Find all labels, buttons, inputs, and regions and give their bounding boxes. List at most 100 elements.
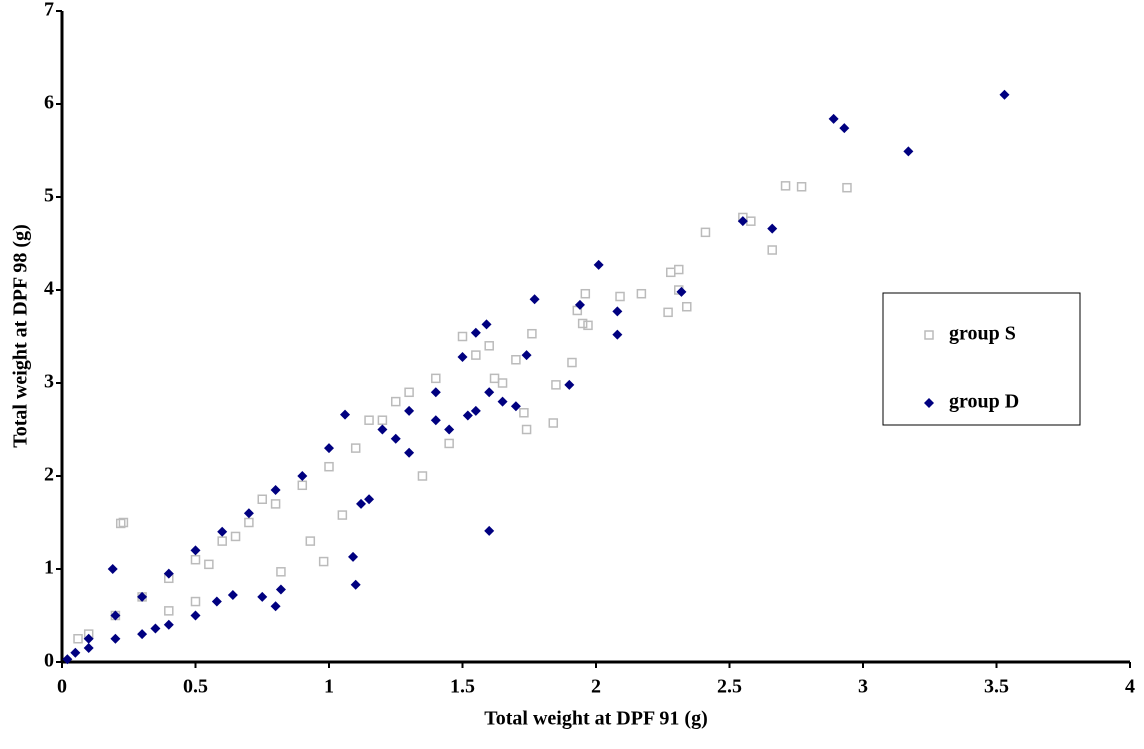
y-tick-label: 0 <box>44 650 54 672</box>
data-point <box>615 291 625 302</box>
data-point <box>484 525 495 536</box>
data-point <box>444 438 454 449</box>
data-point <box>577 318 588 329</box>
data-point <box>115 518 126 529</box>
data-point <box>430 387 441 398</box>
legend-box <box>882 292 1081 426</box>
data-point <box>83 643 94 654</box>
data-point <box>842 182 852 193</box>
data-point <box>484 387 495 398</box>
data-point <box>551 380 561 390</box>
data-point <box>404 405 415 416</box>
data-point <box>548 418 559 428</box>
x-tick-label: 1.5 <box>450 676 475 698</box>
data-point <box>529 294 540 305</box>
data-point <box>270 499 281 509</box>
data-point <box>350 443 361 453</box>
legend-marker <box>924 330 934 340</box>
data-point <box>337 510 348 520</box>
data-point <box>519 408 529 418</box>
data-point <box>275 584 286 595</box>
data-point <box>999 89 1010 100</box>
data-point <box>217 526 228 537</box>
x-axis-label: Total weight at DPF 91 (g) <box>484 708 708 730</box>
data-point <box>244 517 254 528</box>
data-point <box>484 341 494 351</box>
y-tick-label: 2 <box>44 464 54 486</box>
data-point <box>270 601 281 612</box>
data-point <box>404 447 415 458</box>
data-point <box>612 306 623 317</box>
data-point <box>470 327 481 338</box>
y-tick-label: 6 <box>44 92 54 114</box>
x-tick-label: 2 <box>591 676 601 698</box>
data-point <box>276 567 286 577</box>
data-point <box>163 568 174 579</box>
data-point <box>767 245 777 255</box>
data-point <box>356 498 367 509</box>
y-tick-label: 7 <box>44 0 54 21</box>
data-point <box>471 350 481 360</box>
data-point <box>796 182 807 192</box>
data-point <box>497 378 508 388</box>
data-point <box>350 579 361 590</box>
data-point <box>828 113 839 124</box>
data-point <box>390 433 401 444</box>
data-point <box>211 596 222 607</box>
data-point <box>137 629 148 640</box>
data-point <box>510 401 521 412</box>
data-point <box>903 146 914 157</box>
y-tick-label: 5 <box>44 185 54 207</box>
data-point <box>636 288 647 299</box>
data-point <box>489 373 500 384</box>
data-point <box>481 319 492 330</box>
data-point <box>364 494 375 505</box>
data-point <box>190 545 201 556</box>
data-point <box>431 373 441 384</box>
data-point <box>107 564 118 574</box>
data-point <box>564 379 575 390</box>
data-point <box>746 216 756 226</box>
data-point <box>73 634 83 644</box>
data-point <box>457 331 468 342</box>
data-point <box>297 480 308 491</box>
legend-label: group D <box>949 391 1019 413</box>
data-point <box>444 424 455 435</box>
y-axis-label: Total weight at DPF 98 (g) <box>10 224 32 448</box>
data-point <box>190 554 201 565</box>
data-point <box>163 619 174 630</box>
data-point <box>204 559 214 570</box>
y-tick-label: 3 <box>44 371 54 393</box>
data-point <box>164 606 174 616</box>
data-point <box>305 536 316 546</box>
data-point <box>839 123 850 134</box>
data-point <box>190 596 201 607</box>
data-point <box>430 415 441 426</box>
data-point <box>377 415 388 425</box>
data-point <box>593 259 604 270</box>
x-tick-label: 1 <box>324 676 334 698</box>
data-point <box>257 494 267 504</box>
data-point <box>110 633 121 644</box>
data-point <box>521 350 532 361</box>
x-tick-label: 0 <box>57 676 67 698</box>
data-point <box>340 409 351 420</box>
data-point <box>612 329 623 340</box>
data-point <box>521 424 532 435</box>
x-tick-label: 0.5 <box>183 676 208 698</box>
data-point <box>391 396 401 407</box>
legend-marker <box>924 398 934 408</box>
data-point <box>737 216 748 227</box>
data-point <box>580 288 591 299</box>
data-point <box>511 355 521 365</box>
data-point <box>666 267 676 278</box>
data-point <box>663 307 673 318</box>
data-point <box>700 227 711 238</box>
x-tick-label: 4 <box>1125 676 1135 698</box>
data-point <box>574 299 585 310</box>
data-point <box>70 647 81 658</box>
data-point <box>324 461 334 472</box>
data-point <box>404 387 414 398</box>
data-point <box>257 591 268 602</box>
